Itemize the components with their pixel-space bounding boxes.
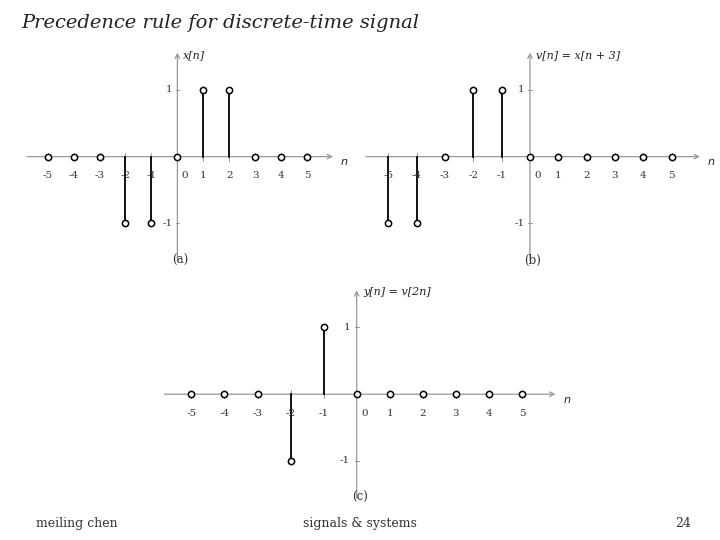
- Text: 1: 1: [518, 85, 524, 94]
- Text: $n$: $n$: [707, 157, 715, 167]
- Text: -5: -5: [42, 171, 53, 180]
- Text: 3: 3: [252, 171, 258, 180]
- Text: 0: 0: [361, 409, 368, 418]
- Text: meiling chen: meiling chen: [36, 517, 117, 530]
- Text: -1: -1: [497, 171, 507, 180]
- Text: -2: -2: [468, 171, 478, 180]
- Text: -4: -4: [412, 171, 422, 180]
- Text: $n$: $n$: [340, 157, 348, 167]
- Text: 1: 1: [200, 171, 207, 180]
- Text: 5: 5: [668, 171, 675, 180]
- Text: -3: -3: [440, 171, 450, 180]
- Text: -2: -2: [120, 171, 130, 180]
- Text: -1: -1: [318, 409, 329, 418]
- Text: 2: 2: [583, 171, 590, 180]
- Text: v[n] = x[n + 3]: v[n] = x[n + 3]: [536, 50, 620, 60]
- Text: y[n] = v[2n]: y[n] = v[2n]: [364, 287, 431, 298]
- Text: (c): (c): [352, 491, 368, 504]
- Text: (a): (a): [172, 254, 188, 267]
- Text: -4: -4: [220, 409, 230, 418]
- Text: -1: -1: [514, 219, 524, 228]
- Text: -1: -1: [340, 456, 350, 465]
- Text: 0: 0: [534, 171, 541, 180]
- Text: -4: -4: [68, 171, 78, 180]
- Text: 1: 1: [343, 323, 350, 332]
- Text: 24: 24: [675, 517, 691, 530]
- Text: -1: -1: [162, 219, 172, 228]
- Text: 3: 3: [453, 409, 459, 418]
- Text: x[n]: x[n]: [183, 50, 204, 60]
- Text: 4: 4: [485, 409, 492, 418]
- Text: -3: -3: [253, 409, 263, 418]
- Text: 4: 4: [640, 171, 647, 180]
- Text: -5: -5: [383, 171, 393, 180]
- Text: 1: 1: [166, 85, 172, 94]
- Text: 0: 0: [181, 171, 188, 180]
- Text: 5: 5: [304, 171, 310, 180]
- Text: 3: 3: [611, 171, 618, 180]
- Text: (b): (b): [524, 254, 541, 267]
- Text: -2: -2: [286, 409, 296, 418]
- Text: signals & systems: signals & systems: [303, 517, 417, 530]
- Text: -3: -3: [94, 171, 104, 180]
- Text: -1: -1: [146, 171, 156, 180]
- Text: 1: 1: [387, 409, 393, 418]
- Text: -5: -5: [186, 409, 197, 418]
- Text: 4: 4: [278, 171, 284, 180]
- Text: 2: 2: [226, 171, 233, 180]
- Text: 1: 1: [555, 171, 562, 180]
- Text: 5: 5: [518, 409, 526, 418]
- Text: Precedence rule for discrete-time signal: Precedence rule for discrete-time signal: [22, 14, 420, 31]
- Text: 2: 2: [420, 409, 426, 418]
- Text: $n$: $n$: [563, 395, 572, 404]
